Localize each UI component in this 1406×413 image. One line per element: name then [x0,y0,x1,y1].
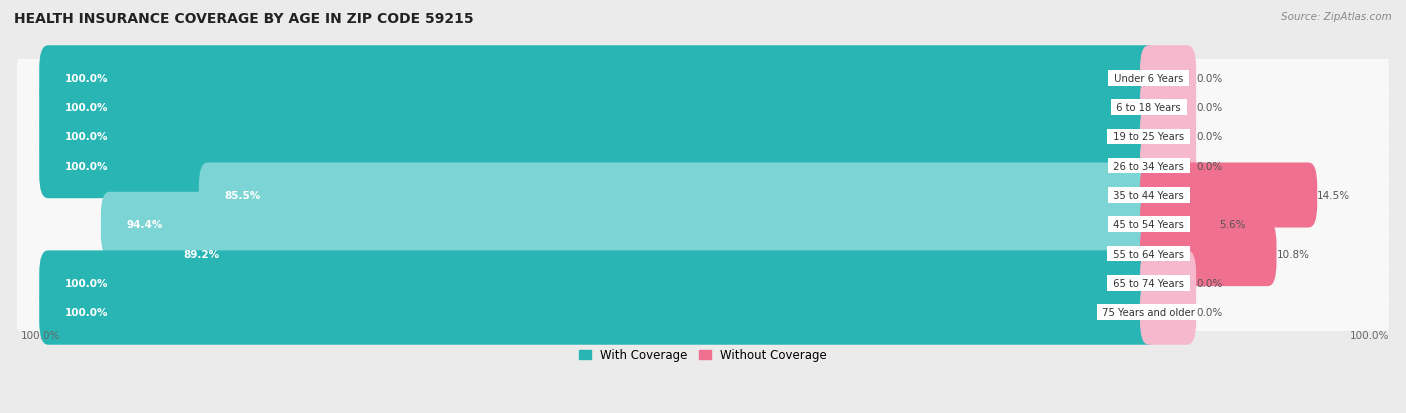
FancyBboxPatch shape [17,290,1389,335]
Text: 55 to 64 Years: 55 to 64 Years [1111,249,1188,259]
FancyBboxPatch shape [17,85,1389,130]
Text: 0.0%: 0.0% [1197,103,1222,113]
FancyBboxPatch shape [17,115,1389,159]
FancyBboxPatch shape [1140,163,1317,228]
Text: Source: ZipAtlas.com: Source: ZipAtlas.com [1281,12,1392,22]
FancyBboxPatch shape [39,280,1157,345]
FancyBboxPatch shape [101,192,1157,257]
FancyBboxPatch shape [1140,251,1197,316]
Text: 0.0%: 0.0% [1197,74,1222,83]
Text: 85.5%: 85.5% [224,190,260,200]
Text: 100.0%: 100.0% [65,307,108,318]
Text: 0.0%: 0.0% [1197,278,1222,288]
Text: 94.4%: 94.4% [127,220,163,230]
Text: 10.8%: 10.8% [1277,249,1309,259]
FancyBboxPatch shape [1140,46,1197,111]
FancyBboxPatch shape [17,57,1389,101]
Text: 45 to 54 Years: 45 to 54 Years [1111,220,1187,230]
FancyBboxPatch shape [1140,76,1197,140]
Text: 0.0%: 0.0% [1197,132,1222,142]
FancyBboxPatch shape [39,134,1157,199]
FancyBboxPatch shape [39,251,1157,316]
FancyBboxPatch shape [17,173,1389,218]
Text: 100.0%: 100.0% [65,278,108,288]
Text: 100.0%: 100.0% [65,74,108,83]
FancyBboxPatch shape [1140,192,1219,257]
FancyBboxPatch shape [39,104,1157,169]
FancyBboxPatch shape [1140,104,1197,169]
FancyBboxPatch shape [1140,134,1197,199]
FancyBboxPatch shape [17,232,1389,276]
FancyBboxPatch shape [198,163,1157,228]
Text: HEALTH INSURANCE COVERAGE BY AGE IN ZIP CODE 59215: HEALTH INSURANCE COVERAGE BY AGE IN ZIP … [14,12,474,26]
Text: 65 to 74 Years: 65 to 74 Years [1111,278,1188,288]
Text: Under 6 Years: Under 6 Years [1111,74,1187,83]
Text: 75 Years and older: 75 Years and older [1099,307,1198,318]
Text: 0.0%: 0.0% [1197,161,1222,171]
FancyBboxPatch shape [1140,221,1277,287]
Text: 89.2%: 89.2% [183,249,219,259]
FancyBboxPatch shape [157,221,1157,287]
Text: 5.6%: 5.6% [1219,220,1246,230]
FancyBboxPatch shape [39,46,1157,111]
FancyBboxPatch shape [17,261,1389,306]
FancyBboxPatch shape [1140,280,1197,345]
Text: 35 to 44 Years: 35 to 44 Years [1111,190,1187,200]
Text: 100.0%: 100.0% [65,161,108,171]
Text: 6 to 18 Years: 6 to 18 Years [1114,103,1184,113]
Text: 19 to 25 Years: 19 to 25 Years [1111,132,1188,142]
Text: 26 to 34 Years: 26 to 34 Years [1111,161,1187,171]
Text: 14.5%: 14.5% [1317,190,1350,200]
Text: 100.0%: 100.0% [65,132,108,142]
Text: 0.0%: 0.0% [1197,307,1222,318]
Text: 100.0%: 100.0% [1350,330,1389,340]
FancyBboxPatch shape [39,76,1157,140]
Text: 100.0%: 100.0% [21,330,60,340]
Legend: With Coverage, Without Coverage: With Coverage, Without Coverage [574,344,832,366]
FancyBboxPatch shape [17,144,1389,188]
Text: 100.0%: 100.0% [65,103,108,113]
FancyBboxPatch shape [17,202,1389,247]
